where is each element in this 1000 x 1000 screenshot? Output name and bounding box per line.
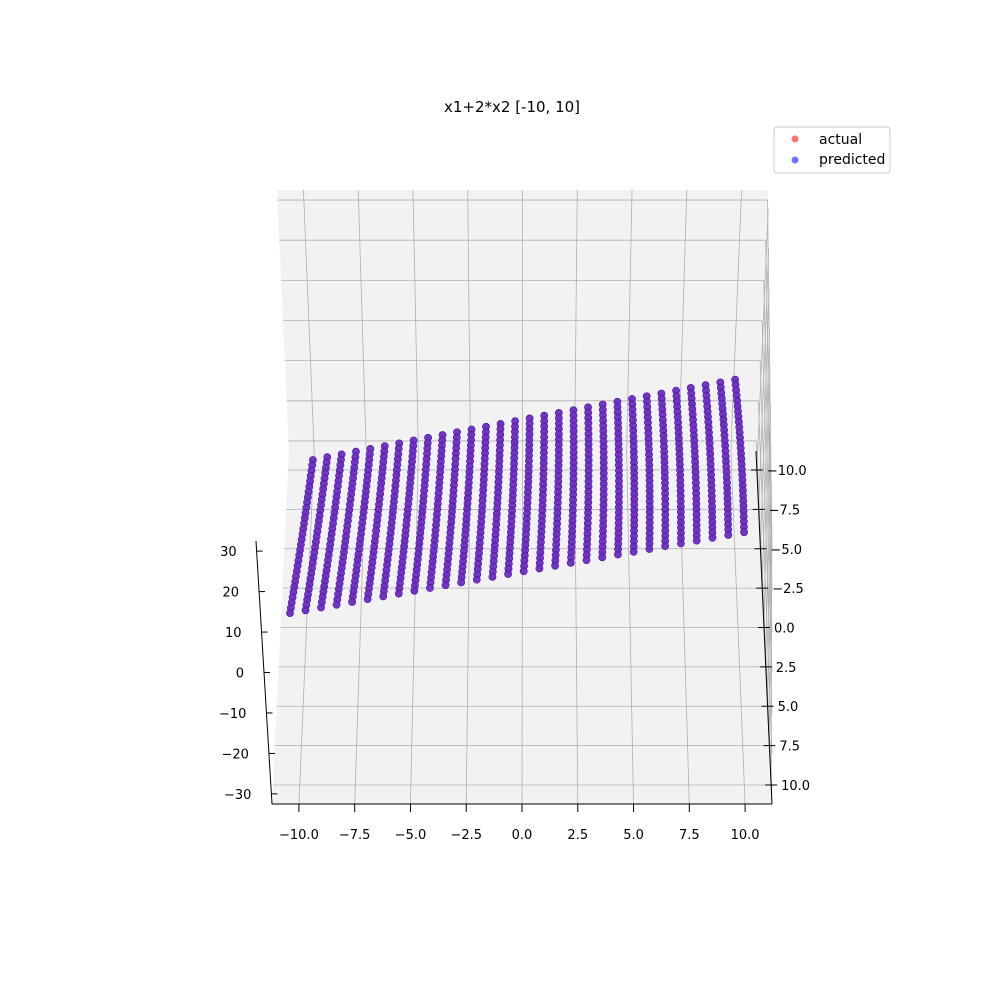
data-point [551,561,559,570]
data-point [332,600,341,609]
side-grid-z [756,440,773,794]
z-tick-label: −30 [224,788,251,803]
data-point [724,531,733,539]
data-point [582,556,591,564]
x-tick-label: 2.5 [567,828,588,843]
side-grid-z [765,240,773,592]
data-point [629,547,638,556]
side-grid-z [761,320,773,673]
data-point [740,528,748,537]
data-point [286,609,294,617]
y-tick-label: 0.0 [774,622,795,637]
data-point [519,567,528,576]
data-point [426,584,434,592]
data-point [410,586,419,595]
x-tick-label: 5.0 [623,828,644,843]
side-grid-z [757,400,773,754]
chart-title: x1+2*x2 [-10, 10] [444,98,580,116]
data-point [692,536,701,545]
data-point [598,553,607,562]
x-tick-label: −7.5 [339,828,371,843]
data-point [504,570,512,578]
y-tick-label: −10.0 [767,464,807,479]
data-point [614,550,622,559]
x-tick-label: −5.0 [395,828,427,843]
data-point [317,603,325,612]
y-tick-label: 7.5 [779,740,800,755]
x-tick-label: 10.0 [731,828,760,843]
legend-label-predicted: predicted [819,152,885,168]
side-grid-z [759,360,773,713]
data-point [301,606,310,615]
side-grid-z [763,280,773,633]
z-tick-label: 30 [220,545,237,560]
axes: −10.0 −7.5 −5.0 −2.5 0.0 2.5 5.0 7.5 10.0 −10.0 −7… [219,450,810,843]
z-tick-label: 0 [236,667,244,682]
data-point [488,572,497,581]
data-point [645,545,654,553]
y-tick-label: 2.5 [776,661,797,676]
y-tick-label: −2.5 [772,582,804,597]
z-tick-label: 20 [223,586,240,601]
data-point [661,542,670,551]
data-points [286,375,748,617]
legend-marker-actual [791,135,799,143]
z-tick-label: −10 [219,707,246,722]
data-point [441,581,450,590]
x-tick-label: −10.0 [279,828,319,843]
z-tick-label: 10 [225,626,242,641]
x-tick-label: 7.5 [679,828,700,843]
side-grid-z [767,200,773,552]
data-point [363,595,372,604]
y-tick-label: −5.0 [770,543,802,558]
legend-marker-predicted [791,156,799,164]
y-tick-label: −7.5 [769,503,801,518]
data-point [535,564,544,573]
legend-label-actual: actual [819,132,862,148]
y-tick-label: 5.0 [778,700,799,715]
legend-frame [773,126,891,174]
data-point [348,598,356,606]
data-point [457,578,466,587]
z-tick-label: −20 [221,747,248,762]
x-tick-label: 0.0 [512,828,533,843]
data-point [677,539,685,548]
legend: actual predicted [773,126,891,174]
data-point [394,589,403,598]
y-tick-label: 10.0 [781,779,810,794]
data-point [379,592,388,601]
data-point [472,575,481,584]
data-point [708,533,717,542]
x-tick-label: −2.5 [450,828,482,843]
data-point [566,558,575,567]
